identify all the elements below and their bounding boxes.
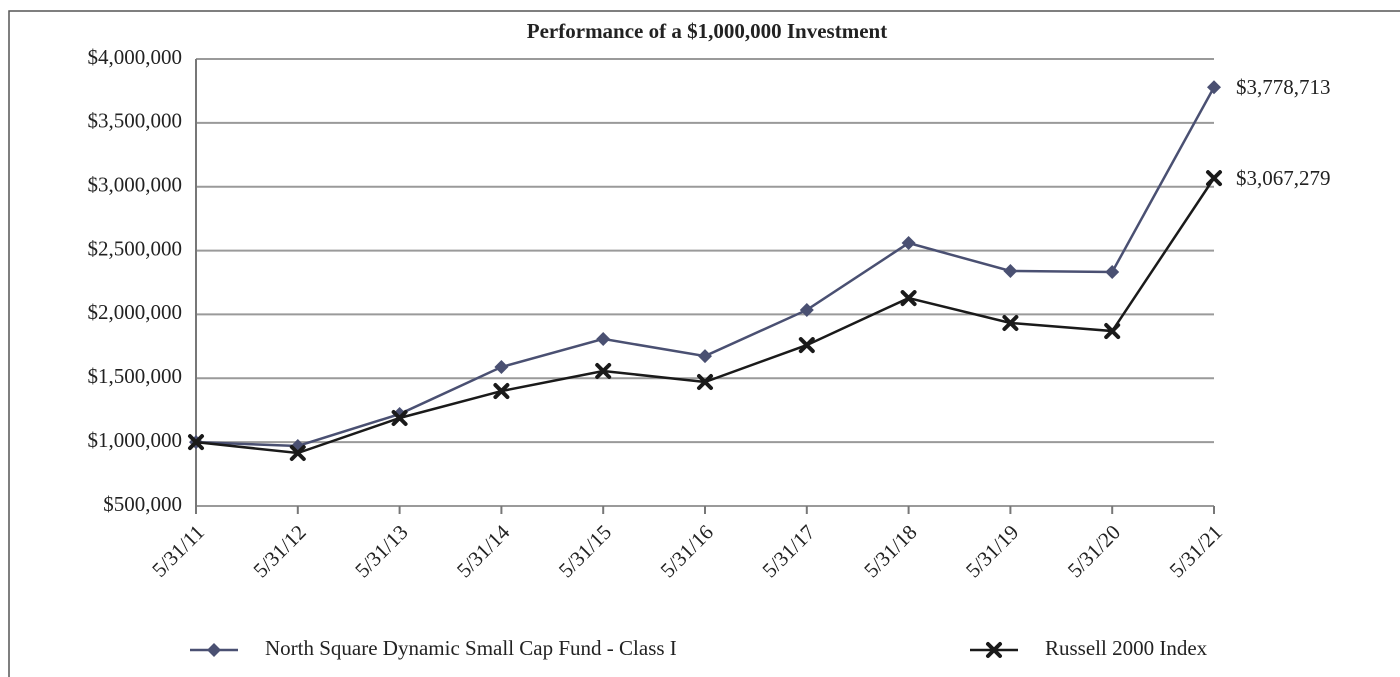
data-point	[595, 363, 612, 380]
data-point	[494, 360, 509, 375]
x-tick-label: 5/31/12	[248, 520, 310, 582]
y-tick-label: $3,500,000	[88, 109, 183, 133]
data-point	[1207, 80, 1221, 95]
frame	[8, 10, 1400, 677]
y-tick-label: $4,000,000	[88, 45, 183, 69]
data-point	[1206, 170, 1222, 187]
data-point	[798, 337, 815, 354]
data-point	[391, 410, 408, 427]
y-tick-label: $500,000	[103, 492, 182, 516]
data-point	[596, 331, 611, 346]
data-point	[697, 373, 713, 390]
x-tick-label: 5/31/17	[757, 520, 819, 582]
data-label: $3,067,279	[1236, 166, 1331, 190]
x-tick-label: 5/31/20	[1063, 520, 1125, 582]
data-point	[900, 290, 917, 307]
data-point	[799, 302, 814, 317]
data-point	[1002, 314, 1019, 331]
data-point	[1003, 264, 1018, 279]
data-point	[1104, 323, 1121, 340]
data-point	[1105, 265, 1120, 280]
x-tick-label: 5/31/16	[656, 520, 718, 582]
series-line	[195, 86, 1216, 448]
x-tick-label: 5/31/19	[961, 520, 1023, 582]
y-tick-label: $2,000,000	[88, 300, 183, 324]
chart-title: Performance of a $1,000,000 Investment	[527, 19, 887, 43]
data-point	[289, 444, 306, 461]
x-tick-label: 5/31/18	[859, 520, 921, 582]
x-tick-label: 5/31/13	[350, 520, 412, 582]
legend-label: North Square Dynamic Small Cap Fund - Cl…	[265, 636, 677, 660]
data-point	[698, 349, 712, 364]
series-line	[195, 177, 1216, 455]
x-tick-label: 5/31/15	[554, 520, 616, 582]
y-tick-label: $1,500,000	[88, 364, 183, 388]
legend-label: Russell 2000 Index	[1045, 636, 1208, 660]
x-tick-label: 5/31/11	[147, 520, 209, 582]
data-label: $3,778,713	[1236, 75, 1331, 99]
legend-marker	[207, 643, 221, 657]
x-tick-label: 5/31/21	[1165, 520, 1227, 582]
data-point	[901, 236, 916, 251]
x-tick-label: 5/31/14	[452, 520, 515, 583]
y-tick-label: $3,000,000	[88, 173, 183, 197]
data-point	[188, 434, 204, 451]
data-point	[493, 383, 510, 400]
y-tick-label: $1,000,000	[88, 428, 183, 452]
y-tick-label: $2,500,000	[88, 236, 183, 260]
legend-marker	[986, 642, 1002, 658]
